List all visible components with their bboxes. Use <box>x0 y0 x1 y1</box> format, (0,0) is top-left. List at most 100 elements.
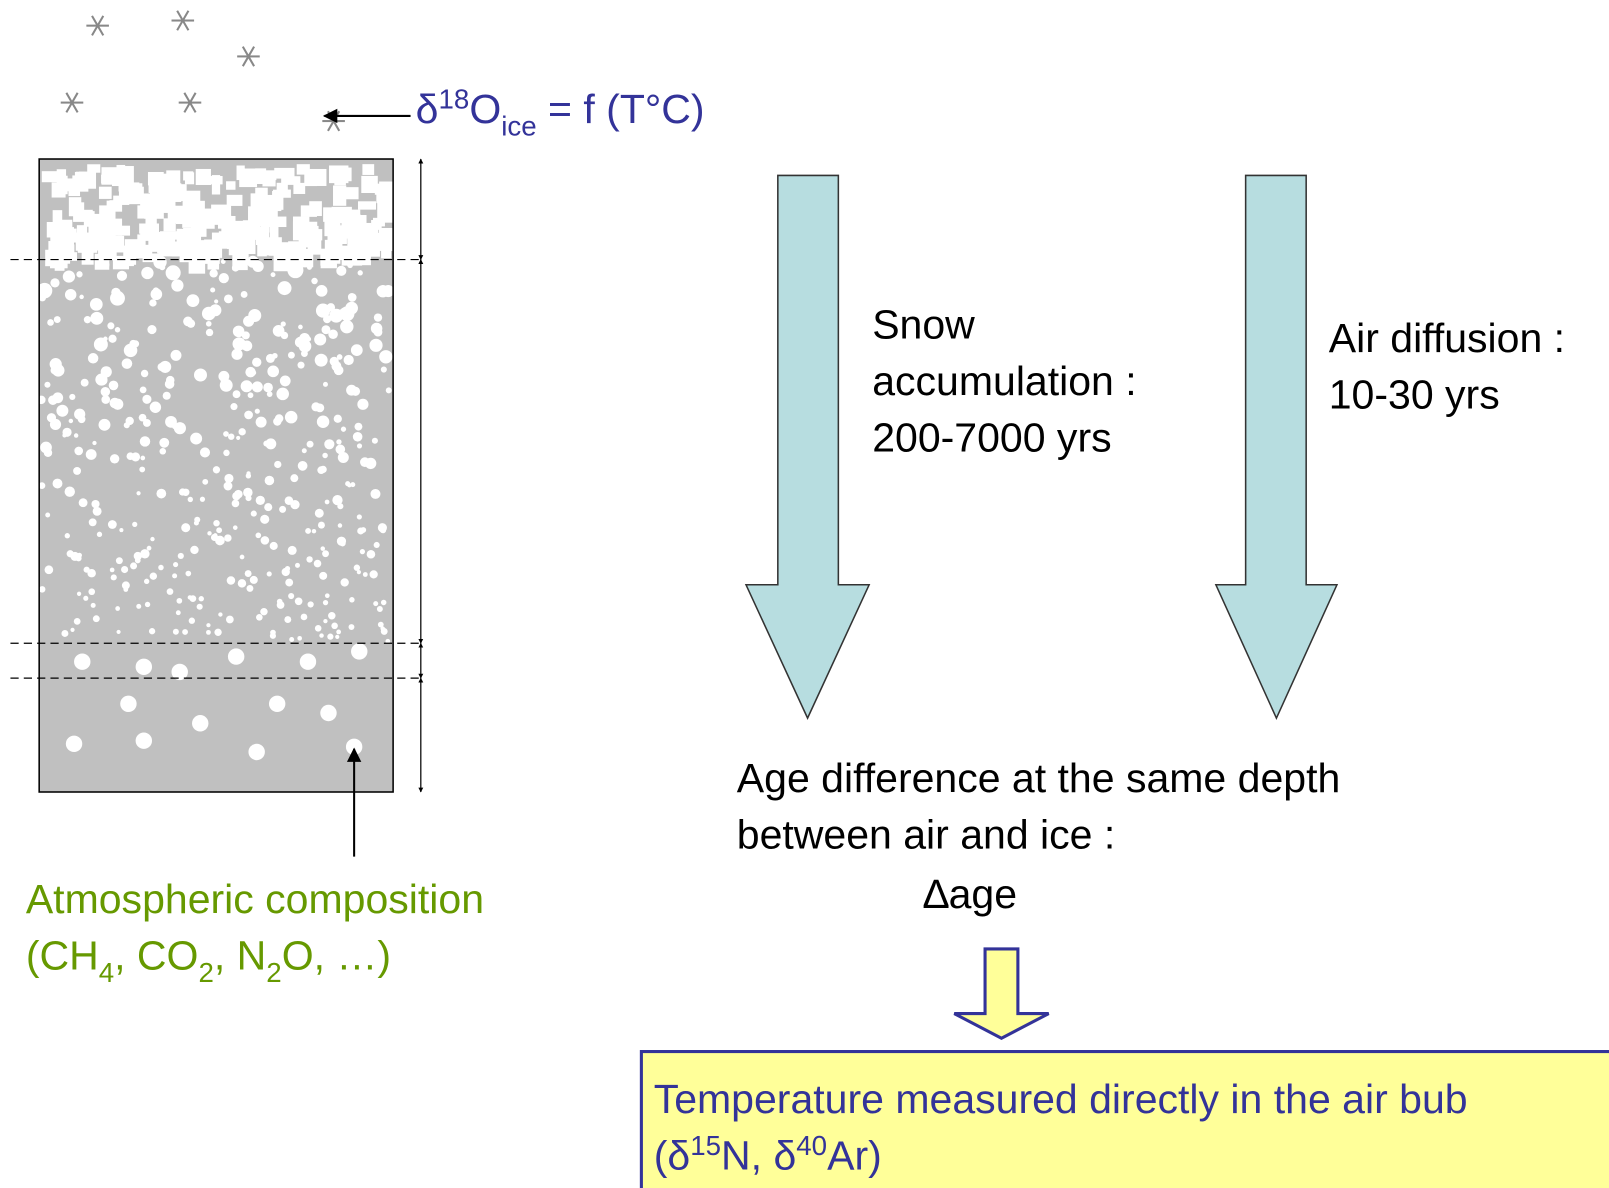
grain <box>156 232 174 250</box>
grain <box>255 187 268 203</box>
pore <box>52 478 63 489</box>
pore <box>205 328 214 337</box>
pore <box>140 549 150 559</box>
pore <box>315 303 331 318</box>
pore <box>73 466 82 475</box>
pore <box>39 294 47 302</box>
grain <box>142 253 164 263</box>
pore <box>149 401 162 413</box>
pore <box>266 391 273 398</box>
grain <box>50 233 63 249</box>
pore <box>297 461 308 471</box>
pore <box>356 514 362 520</box>
pore <box>231 499 240 508</box>
pore <box>158 564 164 571</box>
grain <box>296 248 313 268</box>
pore <box>76 271 83 278</box>
pore <box>279 505 287 513</box>
bubble <box>248 743 265 761</box>
pore <box>147 325 157 335</box>
pore <box>142 419 151 427</box>
pore <box>223 481 233 491</box>
pore <box>139 436 151 447</box>
pore <box>336 265 347 276</box>
pore <box>335 634 340 639</box>
grain <box>59 178 74 192</box>
pore <box>357 398 369 410</box>
grain <box>218 231 235 249</box>
subscript: 2 <box>266 957 281 988</box>
pore <box>134 557 141 564</box>
grain <box>288 241 307 250</box>
grain <box>296 164 310 175</box>
subscript: ice <box>501 110 536 141</box>
pore <box>382 285 394 298</box>
pore <box>85 449 97 460</box>
pore <box>366 549 376 559</box>
pore <box>83 566 90 573</box>
snowflake-arm <box>189 92 197 104</box>
pore <box>93 337 108 352</box>
pore <box>212 466 221 474</box>
pore <box>329 308 344 323</box>
snowflake-arm <box>247 46 255 57</box>
pore <box>314 333 327 346</box>
pore <box>232 325 245 338</box>
pore <box>44 565 54 575</box>
grain <box>226 194 243 206</box>
pore <box>165 265 181 281</box>
pore <box>143 578 150 585</box>
pore <box>347 262 354 269</box>
grain <box>109 200 118 212</box>
pore <box>264 475 275 486</box>
pore <box>272 324 285 337</box>
pore <box>244 570 252 578</box>
grain <box>257 241 267 257</box>
grain <box>236 165 245 181</box>
bubble <box>171 663 188 681</box>
bubble <box>227 648 245 665</box>
grain <box>273 252 291 272</box>
pore <box>359 549 366 555</box>
ice-formula: δ18Oice = f (T°C) <box>416 84 705 142</box>
pore <box>337 503 344 510</box>
pore <box>49 418 62 431</box>
pore <box>115 606 121 611</box>
temperature-text: Temperature measured directly in the air… <box>654 1076 1468 1122</box>
pore <box>173 422 186 435</box>
grain <box>281 176 301 185</box>
snow-text: Snow <box>872 302 975 348</box>
pore <box>311 528 317 534</box>
pore <box>183 316 193 327</box>
pore <box>385 638 391 644</box>
pore <box>290 474 299 483</box>
pore <box>377 621 384 628</box>
pore <box>322 550 329 558</box>
atmospheric-title: Atmospheric composition <box>26 876 484 922</box>
pore <box>297 636 302 641</box>
bubble <box>135 732 153 749</box>
pore <box>287 262 304 279</box>
pore <box>290 499 300 510</box>
pore <box>116 629 121 635</box>
pore <box>369 570 378 579</box>
pore <box>243 487 253 498</box>
pore <box>78 416 85 423</box>
pore <box>314 624 322 632</box>
pore <box>287 351 295 359</box>
pore <box>48 395 58 405</box>
pore <box>321 325 331 335</box>
pore <box>45 512 51 518</box>
bubble <box>192 715 209 732</box>
pore <box>159 437 170 448</box>
snowflake-arm <box>189 102 197 113</box>
grain <box>358 201 377 210</box>
snow-text: 200-7000 yrs <box>872 414 1111 460</box>
pore <box>345 301 358 315</box>
pore <box>284 616 292 624</box>
text-run: N, <box>721 1133 773 1179</box>
pore <box>356 443 363 449</box>
snowflake-arm <box>71 102 79 113</box>
pore <box>244 410 253 420</box>
pore <box>230 403 238 411</box>
